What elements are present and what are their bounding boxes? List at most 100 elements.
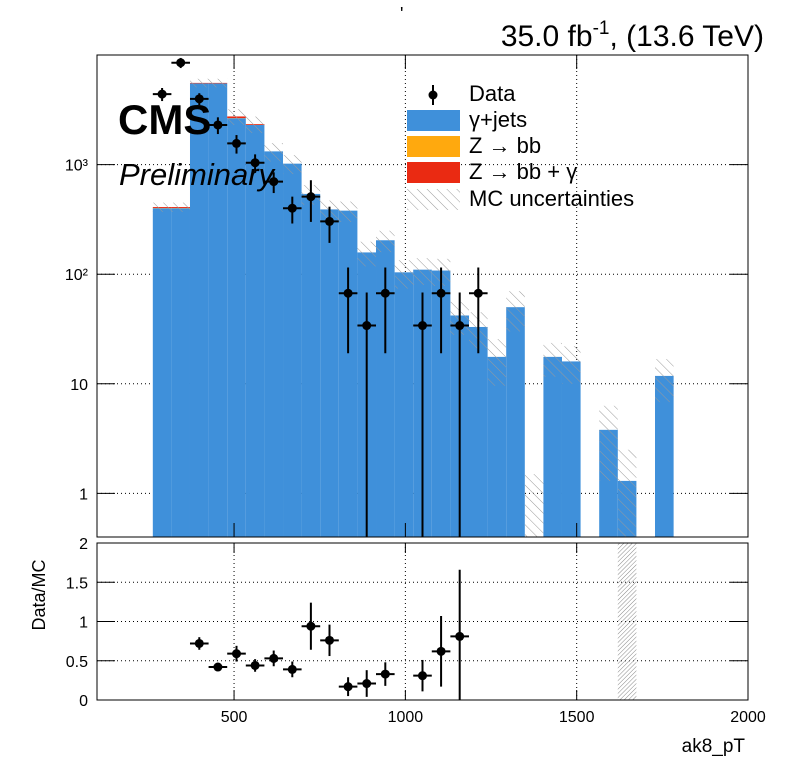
status-label: Preliminary — [119, 157, 277, 192]
x-tick-label: 2000 — [730, 709, 766, 726]
legend-data-marker — [428, 90, 438, 100]
data-point — [250, 158, 260, 168]
histogram-bar — [468, 326, 488, 537]
data-point — [436, 288, 446, 298]
histogram-bar — [152, 208, 172, 537]
histogram-bar — [208, 83, 228, 537]
uncertainty-band — [617, 449, 637, 537]
ratio-point — [436, 646, 446, 656]
ratio-point — [324, 635, 334, 645]
histogram-bar — [189, 83, 209, 537]
ratio-point — [418, 671, 427, 681]
data-point — [213, 120, 223, 130]
data-point — [157, 89, 167, 99]
uncertainty-band — [264, 143, 284, 162]
uncertainty-band — [376, 230, 395, 253]
histogram-bar — [320, 209, 339, 537]
legend: Data γ+jets Z → bb Z → bb + γ MC uncerta… — [407, 81, 634, 211]
histogram-bar — [245, 124, 265, 537]
main-frame — [96, 54, 749, 538]
uncertainty-band — [524, 474, 544, 537]
uncertainty-band — [283, 155, 302, 175]
data-point — [194, 94, 204, 104]
histogram-bar — [338, 210, 358, 537]
histogram-bar — [264, 151, 284, 537]
legend-label: Z → bb + γ — [469, 159, 577, 184]
legend-swatch — [407, 162, 460, 183]
data-point — [287, 203, 297, 213]
plot-title: ' — [400, 4, 403, 24]
y-tick-label: 10³ — [65, 158, 89, 175]
histogram-bar — [394, 272, 414, 537]
energy: , (13.6 TeV) — [609, 20, 764, 53]
experiment-label: CMS — [118, 96, 211, 143]
uncertainty-band — [189, 78, 209, 88]
histogram-bar — [543, 356, 562, 537]
legend-label: Z → bb — [469, 133, 541, 158]
x-tick-label: 1000 — [388, 709, 424, 726]
histogram-bar — [283, 163, 302, 537]
uncertainty-band — [655, 359, 674, 403]
histogram-bar — [171, 208, 190, 537]
histogram-bar — [227, 118, 246, 537]
y-tick-label: 1 — [79, 486, 88, 503]
x-tick-label: 1500 — [559, 709, 595, 726]
lumi: 35.0 fb — [501, 20, 593, 53]
uncertainty-band — [394, 260, 414, 289]
histogram-bar — [301, 193, 321, 537]
data-point — [306, 192, 316, 202]
ratio-y-tick-label: 0 — [79, 693, 88, 710]
ratio-point — [306, 621, 316, 631]
ratio-y-tick-label: 1.5 — [66, 575, 88, 592]
histogram-bar — [376, 240, 395, 537]
histogram-bar — [487, 356, 507, 537]
ratio-uncertainty-band — [617, 543, 637, 700]
data-point — [455, 321, 465, 331]
ratio-point — [455, 631, 465, 641]
ratio-point — [250, 660, 260, 670]
histogram-bar — [506, 307, 525, 537]
ratio-y-tick-label: 1 — [79, 615, 88, 632]
uncertainty-band — [561, 346, 581, 384]
uncertainty-band — [487, 339, 507, 386]
data-point — [269, 177, 279, 187]
uncertainty-band — [338, 201, 358, 222]
data-point — [232, 138, 242, 148]
data-point — [176, 58, 186, 68]
legend-swatch — [407, 189, 460, 210]
ratio-y-tick-label: 0.5 — [66, 654, 88, 671]
ratio-point — [269, 653, 279, 663]
data-point — [418, 321, 427, 331]
data-point — [380, 288, 390, 298]
ratio-y-tick-label: 2 — [79, 536, 88, 553]
histogram-bar — [655, 375, 674, 537]
y-tick-label: 10 — [70, 377, 88, 394]
ratio-point — [287, 664, 297, 674]
uncertainty-band — [357, 241, 377, 267]
legend-swatch — [407, 110, 460, 131]
ratio-point — [213, 662, 223, 672]
legend-label: γ+jets — [469, 107, 527, 132]
uncertainty-band — [413, 258, 432, 285]
legend-label: MC uncertainties — [469, 186, 634, 211]
lumi-label: 35.0 fb-1, (13.6 TeV) — [501, 18, 764, 53]
uncertainty-band — [599, 405, 618, 481]
ratio-point — [194, 638, 204, 648]
ratio-point — [362, 679, 372, 689]
histogram-bar — [431, 270, 451, 537]
uncertainty-band — [152, 202, 172, 212]
legend-label: Data — [469, 81, 516, 106]
uncertainty-band — [227, 109, 246, 125]
uncertainty-band — [208, 78, 228, 88]
data-point — [473, 288, 483, 298]
data-point — [343, 288, 353, 298]
data-point — [324, 216, 334, 226]
lumi-exponent: -1 — [593, 18, 610, 39]
ratio-y-axis-label: Data/MC — [29, 559, 49, 630]
ratio-point — [232, 649, 242, 659]
legend-swatch — [407, 136, 460, 157]
x-axis-label: ak8_pT — [682, 736, 746, 757]
histogram-bar — [561, 361, 581, 537]
ratio-point — [343, 682, 353, 692]
